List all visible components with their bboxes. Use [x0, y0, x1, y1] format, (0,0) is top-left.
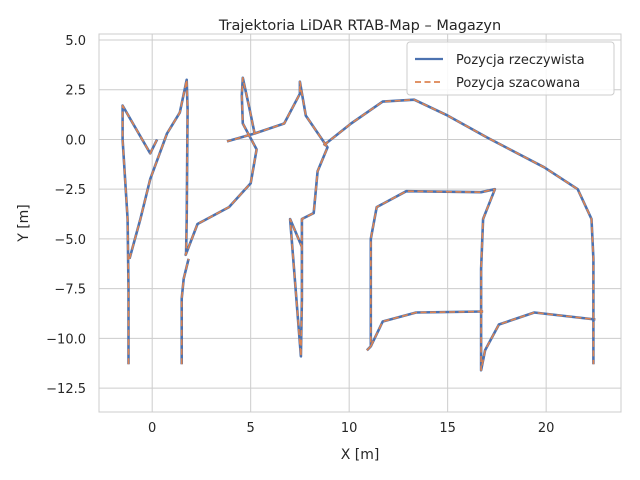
- trajectory-line-estimated: [128, 77, 258, 260]
- x-tick-label: 10: [341, 421, 358, 436]
- y-axis-ticks: 5.0 2.5 0.0 −2.5 −5.0 −7.5 −10.0 −12.5: [46, 34, 86, 397]
- series-estimated-position: [121, 77, 596, 372]
- x-axis-label: X [m]: [341, 447, 380, 463]
- y-tick-label: 0.0: [65, 133, 86, 148]
- trajectory-line-estimated: [323, 98, 595, 365]
- y-tick-label: −7.5: [54, 283, 86, 298]
- x-tick-label: 15: [439, 421, 456, 436]
- y-tick-label: −12.5: [46, 382, 86, 397]
- trajectory-line-estimated: [366, 188, 596, 372]
- y-tick-label: −2.5: [54, 183, 86, 198]
- trajectory-line-estimated: [121, 104, 158, 365]
- x-axis-ticks: 0 5 10 15 20: [148, 421, 554, 436]
- chart-title: Trajektoria LiDAR RTAB-Map – Magazyn: [218, 18, 501, 34]
- legend: Pozycja rzeczywista Pozycja szacowana: [406, 41, 615, 96]
- plot-area: [98, 33, 622, 413]
- y-tick-label: 5.0: [65, 34, 86, 49]
- x-tick-label: 5: [247, 421, 255, 436]
- legend-box: [406, 41, 615, 96]
- y-tick-label: −10.0: [46, 332, 86, 347]
- x-tick-label: 0: [148, 421, 156, 436]
- y-tick-label: 2.5: [65, 84, 86, 99]
- trajectory-line-estimated: [254, 80, 329, 358]
- trajectory-line-estimated: [370, 310, 484, 347]
- x-tick-label: 20: [538, 421, 555, 436]
- legend-label-estimated: Pozycja szacowana: [456, 76, 580, 91]
- trajectory-line-estimated: [180, 258, 190, 365]
- legend-label-actual: Pozycja rzeczywista: [456, 53, 585, 68]
- y-tick-label: −5.0: [54, 233, 86, 248]
- series-layer: [121, 76, 596, 372]
- y-axis-label: Y [m]: [16, 204, 32, 243]
